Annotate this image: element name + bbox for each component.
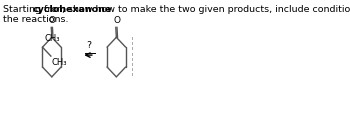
Text: the reactions.: the reactions. [4, 15, 69, 24]
Text: O: O [49, 16, 56, 25]
Text: cyclohexanone: cyclohexanone [33, 5, 112, 14]
Text: CH₃: CH₃ [51, 58, 67, 67]
Text: ?: ? [86, 41, 92, 50]
Text: O: O [113, 16, 120, 25]
Text: Starting from: Starting from [4, 5, 70, 14]
Text: , show how to make the two given products, include conditions to use in: , show how to make the two given product… [62, 5, 350, 14]
Text: CH₃: CH₃ [44, 34, 60, 43]
